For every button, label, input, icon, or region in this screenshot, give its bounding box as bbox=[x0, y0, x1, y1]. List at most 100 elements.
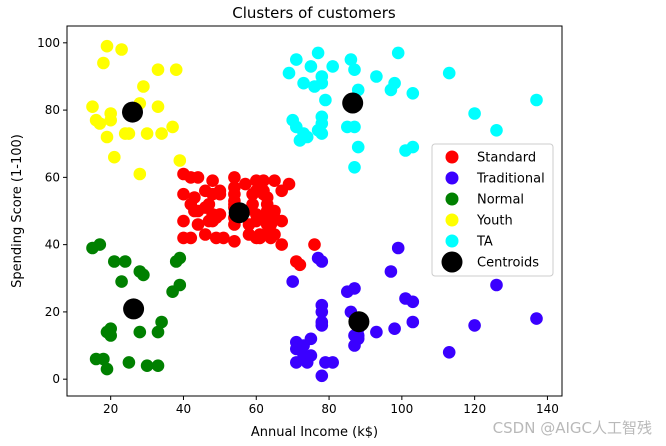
data-point-standard bbox=[275, 238, 289, 251]
legend-label: TA bbox=[476, 235, 493, 250]
data-point-youth bbox=[100, 39, 114, 53]
data-point-standard bbox=[282, 177, 296, 191]
data-point-standard bbox=[268, 204, 281, 218]
data-point-normal bbox=[151, 359, 165, 373]
data-point-ta bbox=[315, 110, 329, 124]
data-point-standard bbox=[246, 198, 259, 211]
data-point-standard bbox=[184, 231, 198, 245]
data-point-traditional bbox=[315, 319, 329, 332]
data-point-standard bbox=[228, 171, 241, 184]
data-point-ta bbox=[490, 124, 503, 137]
data-point-youth bbox=[155, 127, 168, 140]
data-point-ta bbox=[282, 66, 296, 80]
data-point-ta bbox=[319, 93, 332, 107]
data-point-traditional bbox=[391, 241, 405, 255]
data-point-normal bbox=[122, 356, 136, 369]
data-point-ta bbox=[315, 127, 329, 140]
data-point-youth bbox=[166, 120, 179, 134]
legend-marker bbox=[445, 234, 459, 248]
centroid-point bbox=[228, 202, 250, 224]
x-axis-ticks: 20 40 60 80 100 120 140 bbox=[103, 396, 559, 416]
x-tick-label: 80 bbox=[321, 402, 336, 416]
data-point-standard bbox=[213, 184, 227, 198]
data-point-standard bbox=[228, 181, 241, 194]
data-point-normal bbox=[173, 278, 187, 292]
centroid-point bbox=[123, 298, 145, 320]
data-point-ta bbox=[311, 46, 325, 60]
data-point-normal bbox=[133, 325, 147, 339]
legend-item: TA bbox=[445, 234, 493, 250]
data-point-traditional bbox=[442, 346, 456, 359]
data-point-ta bbox=[315, 76, 329, 90]
centroid-point bbox=[348, 311, 370, 333]
data-point-normal bbox=[173, 251, 187, 265]
data-point-traditional bbox=[370, 325, 383, 339]
data-point-youth bbox=[133, 167, 147, 181]
data-point-traditional bbox=[406, 315, 420, 329]
data-point-normal bbox=[115, 275, 128, 288]
data-point-youth bbox=[104, 107, 117, 120]
data-point-ta bbox=[344, 53, 358, 66]
data-point-normal bbox=[140, 359, 154, 373]
data-point-youth bbox=[151, 100, 165, 113]
legend-marker bbox=[441, 251, 463, 273]
data-point-traditional bbox=[348, 282, 361, 295]
data-point-ta bbox=[297, 76, 310, 90]
data-point-standard bbox=[213, 208, 227, 221]
plot-area-frame bbox=[66, 25, 563, 397]
data-point-youth bbox=[122, 127, 136, 140]
legend-marker bbox=[445, 171, 459, 185]
data-point-ta bbox=[304, 60, 318, 73]
data-point-ta bbox=[468, 107, 481, 120]
data-point-standard bbox=[177, 214, 190, 228]
data-point-normal bbox=[93, 238, 107, 251]
data-points bbox=[86, 39, 543, 383]
data-point-standard bbox=[217, 231, 230, 245]
y-tick-label: 60 bbox=[45, 170, 60, 184]
data-point-traditional bbox=[490, 278, 503, 292]
legend-label: Standard bbox=[477, 151, 536, 166]
data-point-normal bbox=[118, 255, 132, 268]
data-point-standard bbox=[188, 191, 201, 204]
legend-item: Normal bbox=[445, 192, 524, 208]
data-point-standard bbox=[177, 187, 190, 201]
data-point-traditional bbox=[286, 275, 300, 288]
data-point-traditional bbox=[384, 265, 398, 278]
data-point-youth bbox=[97, 56, 110, 70]
watermark: CSDN @AIGC人工智残 bbox=[492, 419, 652, 437]
data-point-ta bbox=[351, 140, 365, 154]
data-point-standard bbox=[191, 218, 205, 231]
y-axis-label: Spending Score (1-100) bbox=[10, 134, 25, 288]
x-tick-label: 120 bbox=[463, 402, 486, 416]
data-point-traditional bbox=[304, 349, 318, 362]
legend-item: Centroids bbox=[441, 251, 539, 273]
data-point-ta bbox=[290, 53, 303, 66]
data-point-ta bbox=[348, 161, 361, 174]
centroid-point bbox=[122, 101, 143, 123]
data-point-standard bbox=[228, 235, 241, 248]
data-point-ta bbox=[348, 63, 361, 76]
y-tick-label: 20 bbox=[45, 305, 60, 319]
data-point-standard bbox=[275, 214, 289, 228]
data-point-youth bbox=[173, 154, 187, 167]
data-point-ta bbox=[406, 87, 420, 100]
data-point-ta bbox=[391, 46, 405, 60]
data-point-traditional bbox=[406, 295, 420, 309]
data-point-normal bbox=[155, 315, 168, 329]
data-point-traditional bbox=[315, 305, 329, 319]
legend-label: Traditional bbox=[476, 172, 545, 187]
x-axis-label: Annual Income (k$) bbox=[251, 425, 378, 440]
data-point-standard bbox=[260, 191, 274, 204]
data-point-standard bbox=[268, 174, 281, 187]
chart-title: Clusters of customers bbox=[232, 4, 396, 22]
x-tick-label: 140 bbox=[536, 402, 559, 416]
data-point-traditional bbox=[304, 332, 318, 346]
x-tick-label: 60 bbox=[249, 402, 264, 416]
legend-marker bbox=[445, 192, 459, 206]
centroid-point bbox=[342, 92, 364, 114]
data-point-youth bbox=[108, 150, 121, 164]
legend-label: Centroids bbox=[477, 256, 539, 271]
data-point-ta bbox=[388, 76, 401, 90]
legend-frame bbox=[431, 143, 554, 277]
